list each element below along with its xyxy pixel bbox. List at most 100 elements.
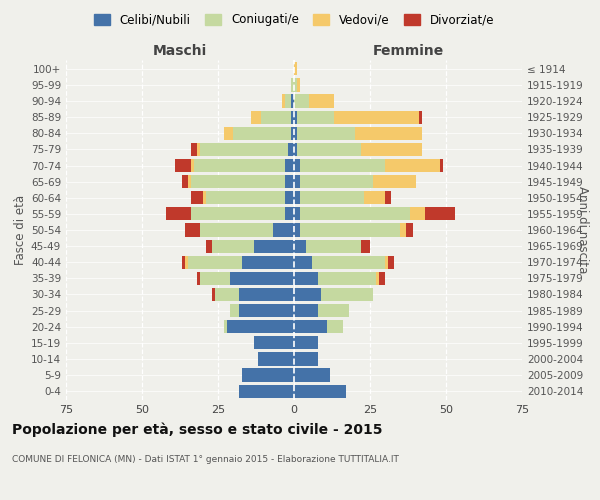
Bar	[379, 272, 385, 285]
Bar	[300, 208, 410, 220]
Bar	[373, 175, 416, 188]
Bar	[355, 126, 422, 140]
Bar	[212, 288, 215, 301]
Bar	[166, 208, 191, 220]
Bar	[191, 159, 194, 172]
Bar	[191, 208, 285, 220]
Bar	[233, 126, 291, 140]
Bar	[425, 208, 455, 220]
Bar	[285, 208, 294, 220]
Bar	[182, 256, 185, 269]
Bar	[185, 256, 188, 269]
Bar	[294, 175, 300, 188]
Bar	[285, 175, 294, 188]
Bar	[230, 304, 239, 317]
Bar	[319, 272, 376, 285]
Bar	[294, 126, 297, 140]
Bar	[297, 78, 300, 92]
Bar	[257, 352, 294, 366]
Bar	[175, 159, 191, 172]
Bar	[285, 94, 291, 108]
Bar	[191, 143, 197, 156]
Bar	[230, 272, 294, 285]
Bar	[334, 110, 419, 124]
Bar	[242, 256, 294, 269]
Bar	[291, 94, 294, 108]
Bar	[300, 159, 385, 172]
Bar	[254, 240, 294, 252]
Legend: Celibi/Nubili, Coniugati/e, Vedovi/e, Divorziat/e: Celibi/Nubili, Coniugati/e, Vedovi/e, Di…	[94, 13, 494, 26]
Bar	[239, 304, 294, 317]
Bar	[200, 272, 230, 285]
Bar	[260, 110, 291, 124]
Bar	[300, 191, 364, 204]
Bar	[297, 143, 361, 156]
Bar	[188, 256, 242, 269]
Bar	[197, 272, 200, 285]
Bar	[294, 143, 297, 156]
Bar	[191, 191, 203, 204]
Bar	[239, 288, 294, 301]
Bar	[200, 224, 273, 236]
Bar	[294, 320, 328, 334]
Bar	[285, 159, 294, 172]
Bar	[385, 256, 388, 269]
Bar	[215, 288, 239, 301]
Bar	[297, 110, 334, 124]
Bar	[312, 256, 385, 269]
Bar	[203, 191, 206, 204]
Bar	[294, 159, 300, 172]
Bar	[385, 191, 391, 204]
Bar	[294, 256, 312, 269]
Bar	[376, 272, 379, 285]
Bar	[227, 320, 294, 334]
Bar	[322, 288, 373, 301]
Bar	[273, 224, 294, 236]
Bar	[294, 62, 297, 76]
Bar	[224, 126, 233, 140]
Bar	[440, 159, 443, 172]
Bar	[361, 240, 370, 252]
Bar	[294, 384, 346, 398]
Bar	[254, 336, 294, 349]
Bar	[191, 175, 285, 188]
Bar	[309, 94, 334, 108]
Bar	[294, 110, 297, 124]
Text: Femmine: Femmine	[373, 44, 443, 58]
Bar	[197, 143, 200, 156]
Bar	[182, 175, 188, 188]
Bar	[294, 336, 319, 349]
Bar	[251, 110, 260, 124]
Bar	[282, 94, 285, 108]
Bar	[294, 272, 319, 285]
Bar	[294, 94, 309, 108]
Bar	[294, 368, 331, 382]
Text: Maschi: Maschi	[153, 44, 207, 58]
Bar	[300, 224, 400, 236]
Bar	[364, 191, 385, 204]
Bar	[297, 126, 355, 140]
Bar	[188, 175, 191, 188]
Bar	[206, 240, 212, 252]
Bar	[294, 78, 297, 92]
Bar	[388, 256, 394, 269]
Bar	[419, 110, 422, 124]
Bar	[185, 224, 200, 236]
Bar	[385, 159, 440, 172]
Bar	[294, 224, 300, 236]
Bar	[294, 352, 319, 366]
Bar	[406, 224, 413, 236]
Bar	[306, 240, 361, 252]
Bar	[291, 126, 294, 140]
Bar	[291, 78, 294, 92]
Bar	[400, 224, 406, 236]
Bar	[239, 384, 294, 398]
Bar	[300, 175, 373, 188]
Bar	[294, 240, 306, 252]
Bar	[328, 320, 343, 334]
Bar	[410, 208, 425, 220]
Bar	[194, 159, 285, 172]
Bar	[285, 191, 294, 204]
Bar	[294, 191, 300, 204]
Y-axis label: Fasce di età: Fasce di età	[14, 195, 27, 265]
